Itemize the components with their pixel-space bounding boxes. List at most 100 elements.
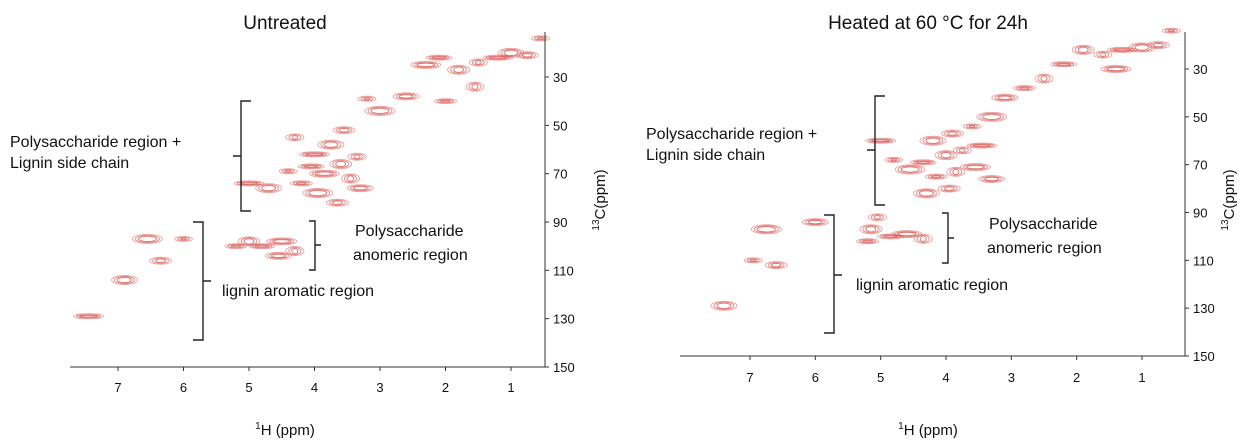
y-tick-label: 150	[1193, 349, 1215, 364]
peak-marker	[1034, 73, 1054, 84]
peak-marker	[941, 129, 964, 138]
x-tick-label: 1	[507, 380, 514, 395]
peak-marker	[946, 166, 966, 177]
y-ticks: 30 50 70 90 110 130 150	[545, 70, 575, 375]
aromatic-bracket	[824, 214, 842, 334]
peak-marker	[913, 233, 933, 244]
peak-marker	[894, 164, 926, 175]
peaks-group	[73, 35, 550, 320]
y-tick-label: 70	[553, 167, 567, 182]
y-axis-label: 13C(ppm)	[1220, 169, 1238, 230]
peak-marker	[278, 168, 298, 175]
peak-marker	[919, 135, 947, 146]
panel-untreated: Untreated 30 50 70 90 110 130 150 7 6 5 4 3 2 1 1H (…	[10, 13, 609, 439]
peak-marker	[299, 151, 330, 158]
y-axis-label: 13C(ppm)	[591, 169, 609, 230]
y-tick-label: 150	[553, 360, 575, 375]
anomeric-label-line1: Polysaccharide	[355, 223, 464, 240]
peak-marker	[515, 51, 539, 60]
x-ticks: 7 6 5 4 3 2 1	[114, 367, 515, 395]
peak-marker	[447, 64, 471, 75]
peak-marker	[332, 126, 356, 135]
aromatic-label: lignin aromatic region	[222, 283, 374, 300]
side-chain-bracket	[233, 100, 251, 212]
x-tick-label: 6	[812, 370, 819, 385]
x-axis-label: 1H (ppm)	[255, 421, 315, 439]
peak-marker	[149, 256, 173, 265]
anomeric-bracket	[942, 212, 954, 264]
peak-marker	[346, 184, 374, 193]
y-tick-label: 30	[1193, 62, 1207, 77]
peak-marker	[937, 184, 961, 193]
peak-marker	[111, 275, 139, 285]
y-tick-label: 90	[553, 215, 567, 230]
peak-marker	[73, 313, 104, 320]
peak-marker	[865, 137, 897, 144]
side-chain-label-line2: Lignin side chain	[646, 147, 765, 164]
peak-marker	[764, 261, 788, 270]
peak-marker	[991, 93, 1019, 102]
peak-marker	[856, 238, 880, 245]
peak-marker	[1100, 65, 1132, 73]
peaks-group	[710, 27, 1181, 311]
aromatic-bracket	[193, 221, 211, 341]
side-chain-label-line2: Lignin side chain	[10, 155, 129, 172]
y-ticks: 30 50 70 90 110 130 150	[1185, 62, 1215, 364]
x-tick-label: 4	[311, 380, 318, 395]
panel-title: Untreated	[243, 13, 326, 34]
y-tick-label: 70	[1193, 158, 1207, 173]
peak-marker	[265, 251, 292, 260]
peak-marker	[801, 218, 829, 227]
x-tick-label: 2	[1073, 370, 1080, 385]
peak-marker	[959, 163, 991, 172]
peak-marker	[410, 60, 442, 69]
peak-marker	[285, 246, 305, 256]
y-tick-label: 130	[553, 312, 575, 327]
peak-marker	[224, 243, 248, 250]
x-tick-label: 1	[1138, 370, 1145, 385]
peak-marker	[966, 142, 998, 149]
peak-marker	[465, 81, 485, 92]
x-tick-label: 7	[746, 370, 753, 385]
panel-heated: Heated at 60 °C for 24h 3050709011013015…	[646, 13, 1238, 439]
x-ticks: 7 6 5 4 3 2 1	[746, 356, 1146, 385]
peak-marker	[976, 111, 1008, 122]
peak-marker	[248, 243, 276, 250]
peak-marker	[1146, 41, 1170, 50]
peak-marker	[743, 257, 763, 264]
y-tick-label: 130	[1193, 301, 1215, 316]
x-tick-label: 5	[877, 370, 884, 385]
x-tick-label: 6	[180, 380, 187, 395]
peak-marker	[233, 180, 265, 187]
peak-marker	[909, 159, 937, 166]
aromatic-label: lignin aromatic region	[856, 277, 1008, 294]
peak-marker	[364, 105, 396, 116]
peak-marker	[1012, 85, 1036, 92]
peak-marker	[867, 213, 887, 222]
side-chain-label-line1: Polysaccharide region +	[646, 126, 817, 143]
peak-marker	[392, 92, 420, 101]
anomeric-label-line2: anomeric region	[353, 247, 468, 264]
peak-marker	[750, 224, 782, 235]
x-tick-label: 2	[442, 380, 449, 395]
x-tick-label: 4	[942, 370, 949, 385]
peak-marker	[934, 150, 958, 161]
x-tick-label: 5	[245, 380, 252, 395]
x-axis-label: 1H (ppm)	[898, 421, 958, 439]
peak-marker	[468, 58, 488, 67]
side-chain-label-line1: Polysaccharide region +	[10, 134, 181, 151]
peak-marker	[325, 198, 349, 207]
y-tick-label: 110	[553, 263, 574, 278]
peak-marker	[1050, 61, 1078, 68]
panel-title: Heated at 60 °C for 24h	[828, 13, 1028, 34]
peak-marker	[266, 237, 298, 246]
peak-marker	[912, 188, 940, 199]
y-tick-label: 110	[1193, 253, 1214, 268]
peak-marker	[1071, 44, 1095, 55]
peak-marker	[884, 156, 904, 163]
peak-marker	[308, 169, 340, 178]
anomeric-label-line2: anomeric region	[987, 240, 1102, 257]
peak-marker	[425, 54, 453, 61]
peak-marker	[302, 188, 334, 198]
peak-marker	[341, 173, 360, 184]
